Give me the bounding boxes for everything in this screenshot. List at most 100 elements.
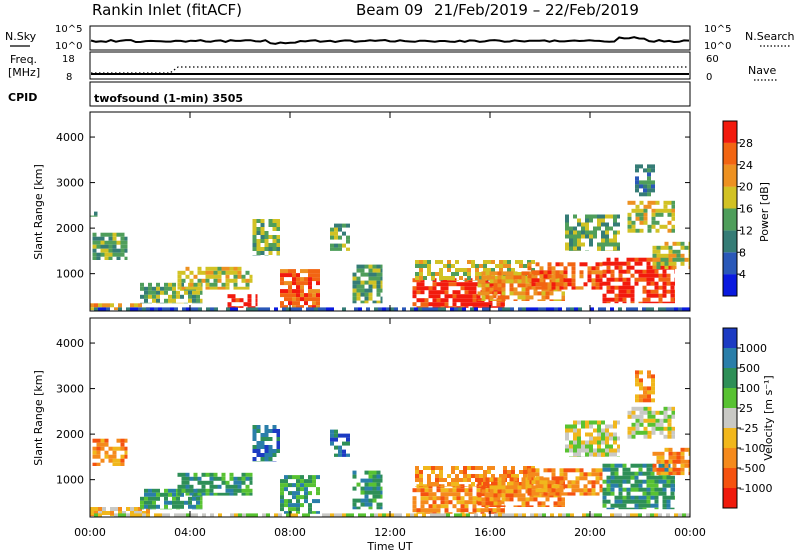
heatmap-cell — [650, 471, 655, 476]
heatmap-cell — [601, 214, 605, 219]
heatmap-cell — [152, 500, 156, 505]
heatmap-cell — [252, 239, 257, 243]
heatmap-cell — [574, 307, 578, 311]
heatmap-cell — [535, 262, 540, 267]
heatmap-cell — [350, 513, 354, 517]
heatmap-cell — [531, 260, 535, 264]
heatmap-cell — [112, 462, 117, 466]
heatmap-cell — [312, 483, 316, 488]
heatmap-cell — [181, 270, 186, 275]
heatmap-cell — [221, 286, 226, 290]
heatmap-cell — [234, 513, 238, 517]
heatmap-cell — [138, 307, 142, 311]
heatmap-cell — [643, 212, 648, 217]
heatmap-cell — [599, 468, 603, 473]
heatmap-cell — [94, 513, 98, 517]
heatmap-cell — [688, 451, 690, 456]
heatmap-cell — [533, 291, 538, 296]
heatmap-cell — [585, 452, 589, 457]
heatmap-cell — [338, 223, 342, 228]
heatmap-cell — [547, 266, 552, 271]
heatmap-cell — [643, 188, 647, 193]
heatmap-cell — [386, 513, 390, 517]
heatmap-cell — [166, 513, 170, 517]
heatmap-cell — [221, 476, 226, 481]
heatmap-cell — [416, 282, 421, 287]
heatmap-cell — [308, 273, 312, 278]
heatmap-cell — [609, 452, 613, 457]
heatmap-cell — [513, 279, 518, 284]
heatmap-cell — [597, 444, 601, 449]
heatmap-cell — [148, 282, 152, 287]
heatmap-cell — [501, 291, 506, 296]
heatmap-cell — [94, 307, 98, 311]
heatmap-cell — [567, 282, 572, 287]
heatmap-cell — [671, 208, 675, 213]
heatmap-cell — [589, 214, 593, 219]
heatmap-cell — [209, 476, 214, 481]
heatmap-cell — [308, 507, 312, 512]
heatmap-cell — [148, 488, 152, 493]
heatmap-cell — [112, 446, 117, 451]
heatmap-cell — [650, 273, 655, 278]
heatmap-cell — [304, 491, 308, 496]
heatmap-cell — [334, 235, 338, 240]
heatmap-cell — [330, 441, 334, 446]
heatmap-cell — [252, 449, 257, 453]
heatmap-cell — [300, 289, 304, 294]
heatmap-cell — [551, 286, 556, 290]
heatmap-cell — [571, 262, 576, 267]
heatmap-cell — [360, 272, 365, 277]
heatmap-cell — [651, 422, 656, 427]
heatmap-cell — [654, 503, 659, 508]
heatmap-cell — [250, 307, 254, 311]
heatmap-cell — [184, 500, 188, 505]
heatmap-cell — [342, 433, 346, 438]
heatmap-cell — [505, 489, 510, 494]
heatmap-cell — [252, 227, 257, 231]
heatmap-cell — [221, 270, 226, 275]
heatmap-cell — [116, 438, 121, 443]
heatmap-cell — [415, 272, 419, 276]
cpid-panel: CPID twofsound (1-min) 3505 — [8, 81, 691, 107]
heatmap-cell — [676, 455, 681, 460]
heatmap-cell — [463, 470, 467, 474]
heatmap-cell — [498, 307, 502, 311]
heatmap-cell — [376, 478, 381, 483]
heatmap-cell — [551, 480, 556, 485]
heatmap-cell — [517, 279, 522, 284]
heatmap-cell — [646, 503, 651, 508]
heatmap-cell — [427, 268, 431, 272]
heatmap-cell — [280, 495, 284, 500]
heatmap-cell — [483, 470, 487, 474]
heatmap-cell — [658, 297, 663, 302]
heatmap-cell — [606, 261, 611, 266]
heatmap-cell — [358, 513, 362, 517]
heatmap-cell — [647, 184, 651, 189]
heatmap-cell — [443, 478, 447, 482]
heatmap-cell — [316, 277, 320, 282]
heatmap-cell — [557, 299, 562, 301]
heatmap-cell — [554, 307, 558, 311]
heatmap-cell — [527, 484, 532, 489]
heatmap-cell — [468, 290, 473, 295]
heatmap-cell — [464, 286, 469, 291]
noise-left-tick-top: 10^5 — [55, 24, 82, 35]
heatmap-cell — [330, 437, 334, 442]
heatmap-cell — [230, 307, 234, 311]
heatmap-cell — [448, 492, 453, 497]
heatmap-cell — [670, 289, 675, 294]
heatmap-cell — [656, 253, 661, 258]
colorbar-tick-label: 12 — [739, 224, 753, 237]
heatmap-cell — [386, 307, 390, 311]
heatmap-cell — [254, 513, 258, 517]
heatmap-cell — [654, 285, 659, 290]
heatmap-cell — [666, 475, 671, 480]
heatmap-cell — [642, 487, 647, 492]
heatmap-cell — [647, 434, 652, 439]
heatmap-cell — [460, 496, 465, 501]
heatmap-cell — [452, 290, 457, 295]
x-tick-label: 20:00 — [574, 526, 606, 539]
heatmap-cell — [597, 218, 601, 223]
heatmap-cell — [688, 261, 690, 266]
